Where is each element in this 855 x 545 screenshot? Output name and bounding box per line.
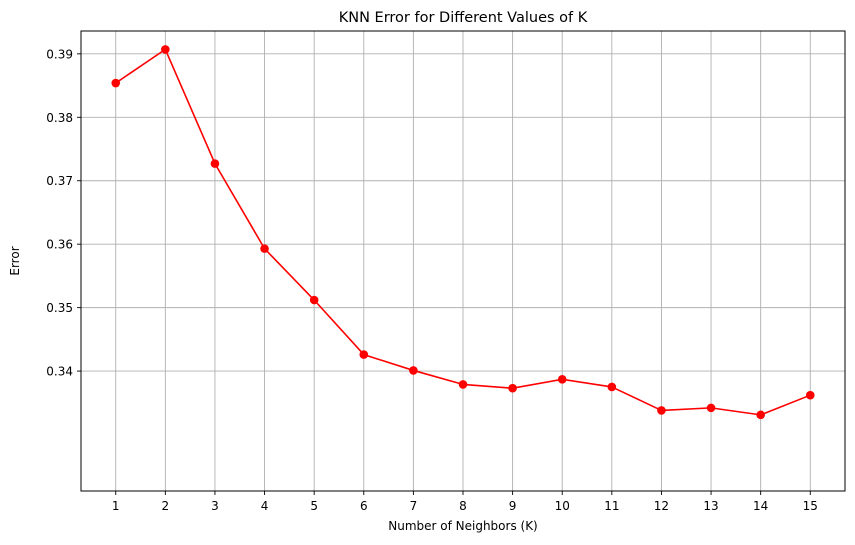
grid: [81, 31, 845, 491]
data-point: [409, 366, 418, 375]
data-point: [756, 410, 765, 420]
x-axis-label: Number of Neighbors (K): [388, 519, 538, 533]
x-tick-label: 6: [360, 499, 368, 513]
data-point: [508, 383, 517, 393]
data-point: [210, 159, 220, 168]
tick-layer: 1 2 3 4 5 6 7 8 9 10 11 12 13 14 150.340.350.360.370.3…: [46, 47, 818, 513]
data-point: [359, 350, 369, 359]
x-tick-label: 5: [310, 499, 318, 513]
x-tick-label: 1: [112, 499, 120, 513]
y-tick-label: 0.36: [46, 238, 73, 252]
chart-title: KNN Error for Different Values of K: [339, 10, 588, 26]
data-point: [607, 382, 617, 392]
x-tick-label: 10: [555, 499, 570, 513]
y-tick-label: 0.37: [46, 174, 73, 188]
x-tick-label: 12: [654, 499, 669, 513]
y-tick-label: 0.39: [46, 47, 73, 61]
data-point: [161, 45, 170, 54]
data-point: [805, 390, 815, 400]
data-point: [458, 380, 468, 389]
data-point: [309, 295, 319, 305]
data-point: [557, 375, 567, 384]
data-point: [657, 406, 666, 415]
data-point: [260, 244, 269, 253]
x-tick-label: 4: [261, 499, 269, 513]
x-tick-label: 7: [410, 499, 418, 513]
x-tick-label: 14: [753, 499, 768, 513]
series-layer: [111, 45, 815, 420]
x-tick-label: 3: [211, 499, 219, 513]
data-point: [111, 78, 121, 88]
x-tick-label: 13: [703, 499, 718, 513]
x-tick-label: 11: [604, 499, 619, 513]
y-tick-label: 0.34: [46, 365, 73, 379]
data-point: [706, 403, 716, 413]
y-tick-label: 0.38: [46, 111, 73, 125]
y-axis-label: Error: [8, 246, 22, 275]
x-tick-label: 9: [509, 499, 517, 513]
x-tick-label: 2: [162, 499, 170, 513]
y-tick-label: 0.35: [46, 301, 73, 315]
x-tick-label: 8: [459, 499, 467, 513]
x-tick-label: 15: [803, 499, 818, 513]
